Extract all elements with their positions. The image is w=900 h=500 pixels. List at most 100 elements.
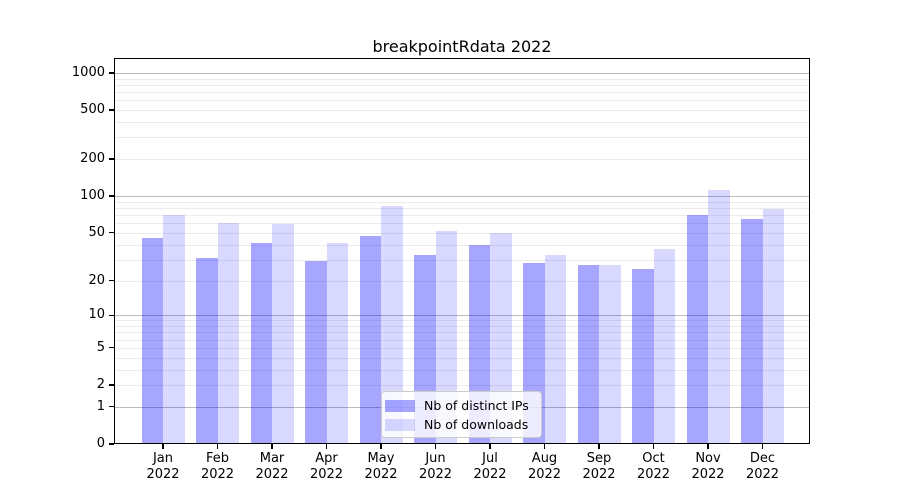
minor-gridline xyxy=(114,223,810,225)
y-tick-label: 500 xyxy=(80,102,105,118)
bar-distinct-ips xyxy=(250,243,272,444)
minor-gridline xyxy=(114,244,810,246)
major-gridline xyxy=(114,72,810,74)
y-tick xyxy=(109,195,114,197)
x-tick xyxy=(543,444,546,449)
bar-distinct-ips xyxy=(741,219,763,444)
minor-gridline xyxy=(114,100,810,102)
bar-downloads xyxy=(599,265,621,444)
minor-gridline xyxy=(114,357,810,359)
legend-label-distinct-ips: Nb of distinct IPs xyxy=(424,398,529,413)
x-tick xyxy=(216,444,219,449)
bar-downloads xyxy=(653,248,675,444)
minor-gridline xyxy=(114,385,810,386)
x-tick-label: Nov 2022 xyxy=(691,451,725,482)
bar-downloads xyxy=(435,230,457,444)
minor-gridline xyxy=(114,320,810,322)
x-tick xyxy=(325,444,328,449)
minor-gridline xyxy=(114,347,810,349)
legend: Nb of distinct IPs Nb of downloads xyxy=(381,391,542,438)
bar-distinct-ips xyxy=(196,257,218,444)
y-tick xyxy=(109,314,114,316)
y-tick xyxy=(109,406,114,408)
bar-distinct-ips xyxy=(141,238,163,444)
y-tick-label: 1 xyxy=(96,398,105,414)
x-tick-label: Jun 2022 xyxy=(418,451,453,482)
bar-distinct-ips xyxy=(305,261,327,444)
y-tick-label: 5 xyxy=(96,339,105,355)
minor-gridline xyxy=(114,137,810,139)
minor-gridline xyxy=(114,332,810,334)
y-tick xyxy=(109,109,114,111)
y-tick xyxy=(109,279,114,282)
minor-gridline xyxy=(114,92,810,93)
x-tick-label: Aug 2022 xyxy=(527,451,562,482)
x-tick-label: Apr 2022 xyxy=(309,451,344,482)
x-tick xyxy=(380,444,382,449)
y-tick-label: 200 xyxy=(80,151,105,167)
minor-gridline xyxy=(114,280,810,282)
x-tick-label: Feb 2022 xyxy=(200,451,235,482)
minor-gridline xyxy=(114,326,810,327)
x-tick-label: Mar 2022 xyxy=(255,451,289,482)
bar-distinct-ips xyxy=(632,269,654,444)
minor-gridline xyxy=(114,208,810,209)
bar-downloads xyxy=(381,206,403,444)
x-tick xyxy=(489,444,491,449)
minor-gridline xyxy=(114,122,810,123)
x-tick xyxy=(162,444,164,449)
legend-swatch-downloads xyxy=(385,418,415,431)
y-tick-label: 20 xyxy=(88,272,105,288)
y-tick xyxy=(109,443,114,445)
x-tick xyxy=(761,444,764,449)
major-gridline xyxy=(114,315,810,317)
y-tick xyxy=(109,347,114,349)
bar-downloads xyxy=(272,224,294,444)
x-tick-label: May 2022 xyxy=(364,451,398,482)
y-tick-label: 1000 xyxy=(71,64,105,80)
x-tick xyxy=(434,444,437,449)
minor-gridline xyxy=(114,369,810,371)
minor-gridline xyxy=(114,159,810,161)
legend-swatch-distinct-ips xyxy=(385,399,415,412)
y-tick-label: 2 xyxy=(96,377,105,392)
x-tick xyxy=(707,444,709,449)
bar-downloads xyxy=(163,215,185,444)
y-tick xyxy=(109,232,114,234)
legend-label-downloads: Nb of downloads xyxy=(424,417,529,432)
major-gridline xyxy=(114,196,810,198)
y-tick-label: 0 xyxy=(96,436,105,451)
x-tick-label: Sep 2022 xyxy=(582,451,616,482)
x-tick-label: Dec 2022 xyxy=(745,451,780,482)
legend-entry-distinct-ips: Nb of distinct IPs xyxy=(385,396,541,415)
x-tick xyxy=(271,444,273,449)
bar-distinct-ips xyxy=(686,215,708,444)
bar-downloads xyxy=(544,254,566,444)
minor-gridline xyxy=(114,78,810,80)
minor-gridline xyxy=(114,110,810,112)
y-tick xyxy=(109,72,114,74)
x-tick-label: Oct 2022 xyxy=(636,451,671,482)
chart-title: breakpointRdata 2022 xyxy=(372,37,552,56)
legend-entry-downloads: Nb of downloads xyxy=(385,415,541,434)
x-tick-label: Jan 2022 xyxy=(146,451,180,482)
y-tick xyxy=(109,384,114,386)
x-tick-label: Jul 2022 xyxy=(473,451,507,482)
plot-area xyxy=(114,58,810,444)
bar-distinct-ips xyxy=(577,265,599,444)
y-tick-label: 100 xyxy=(80,188,105,204)
minor-gridline xyxy=(114,339,810,341)
minor-gridline xyxy=(114,232,810,234)
minor-gridline xyxy=(114,259,810,261)
minor-gridline xyxy=(114,201,810,203)
minor-gridline xyxy=(114,215,810,216)
bar-downloads xyxy=(217,223,239,444)
y-tick xyxy=(109,158,114,160)
y-tick-label: 10 xyxy=(88,307,105,323)
y-tick-label: 50 xyxy=(88,224,105,240)
bar-downloads xyxy=(708,190,730,444)
bar-downloads xyxy=(762,209,784,444)
x-tick xyxy=(652,444,655,449)
bar-distinct-ips xyxy=(359,236,381,444)
